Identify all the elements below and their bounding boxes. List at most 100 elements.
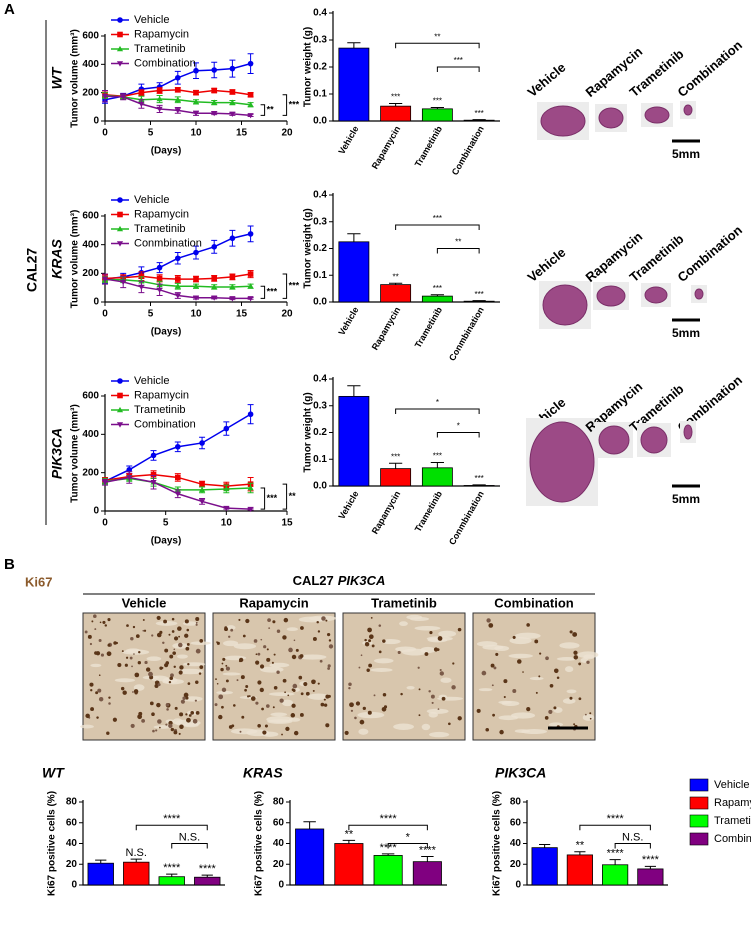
error-bar [644,865,656,869]
stained-nucleus [188,714,192,717]
data-point [174,283,181,289]
stained-nucleus [285,726,290,732]
stained-nucleus [195,680,199,685]
stained-nucleus [164,648,169,653]
tissue-streak [125,648,141,654]
significance-label: *** [391,93,400,102]
stained-nucleus [317,682,320,685]
photo-label: Vehicle [524,60,568,100]
data-point [211,244,217,250]
x-tick-label: Rapamycin [370,489,403,536]
significance-bracket [171,843,208,849]
stained-nucleus [327,664,331,668]
tissue-streak [357,711,385,719]
y-axis-label: Tumor weight (g) [303,27,314,107]
stained-nucleus [124,663,128,667]
error-bar [472,484,486,486]
data-point [175,276,181,282]
data-point [229,111,236,117]
stained-nucleus [170,673,174,678]
x-tick-label: 20 [281,128,293,139]
y-tick-label: 600 [82,211,99,222]
stained-nucleus [93,614,97,618]
tissue-streak [90,663,102,668]
tumor-photo [644,286,668,304]
stained-nucleus [182,696,186,700]
stained-nucleus [431,701,434,705]
stained-nucleus [151,634,154,637]
stained-nucleus [195,623,198,626]
bar [87,862,114,886]
stained-nucleus [156,702,161,708]
data-point [229,283,236,290]
axis-line [104,394,287,512]
stained-nucleus [279,698,284,703]
stained-nucleus [263,645,267,649]
stained-nucleus [178,732,181,735]
tissue-streak [401,648,428,656]
stained-nucleus [328,644,334,649]
data-point [247,296,254,302]
panel-label: A [4,1,15,18]
stained-nucleus [163,619,168,624]
x-tick-label: 10 [221,518,233,529]
data-point [229,296,236,302]
significance-label: ** [393,272,399,281]
data-point [229,99,236,105]
stained-nucleus [178,670,183,675]
bar [295,828,325,886]
stained-nucleus [273,653,276,656]
significance-label: **** [199,863,217,875]
stained-nucleus [298,675,303,680]
stained-nucleus [312,689,315,692]
stained-nucleus [149,701,154,706]
y-tick-label: 0 [515,880,521,891]
significance-label: *** [289,99,300,109]
stained-nucleus [238,618,241,621]
stained-nucleus [165,703,170,707]
y-tick-label: 0.4 [313,8,327,19]
legend-label: Conmbination [134,237,202,249]
y-axis-label: Ki67 positive cells (%) [254,791,265,896]
bar [158,876,185,886]
y-tick-label: 0 [71,880,77,891]
stained-nucleus [512,688,517,693]
chart-title: WT [42,765,65,781]
significance-label: *** [474,474,483,483]
tissue-streak [146,656,162,662]
stained-nucleus [247,695,250,698]
stained-nucleus [493,666,497,670]
legend-label: Vehicle [134,375,169,387]
significance-label: * [406,831,411,843]
stained-nucleus [104,624,108,627]
stained-nucleus [168,723,173,729]
data-point [229,235,236,242]
y-tick-label: 40 [510,838,522,849]
data-point [211,87,217,94]
significance-label: *** [454,56,463,65]
ihc-header-cell: CAL27 [293,573,334,588]
stained-nucleus [98,639,102,643]
legend-label: Combination [134,57,196,69]
tumor-photo [598,107,624,129]
y-tick-label: 20 [273,859,285,870]
stained-nucleus [481,670,487,676]
stained-nucleus [132,691,134,693]
stained-nucleus [348,682,352,687]
stained-nucleus [284,691,286,694]
y-tick-label: 0 [278,880,284,891]
significance-label: *** [433,452,442,461]
stained-nucleus [179,724,184,730]
stained-nucleus [141,719,146,723]
y-tick-label: 80 [66,797,78,808]
stained-nucleus [142,629,145,632]
x-tick-label: Vehicle [336,305,360,337]
significance-bracket [395,408,480,414]
y-tick-label: 0.1 [313,89,327,100]
x-tick-label: 15 [281,518,293,529]
stained-nucleus [266,657,271,662]
x-tick-label: 5 [163,518,169,529]
chart-title: KRAS [243,765,283,781]
stained-nucleus [348,686,351,690]
stained-nucleus [184,619,189,624]
